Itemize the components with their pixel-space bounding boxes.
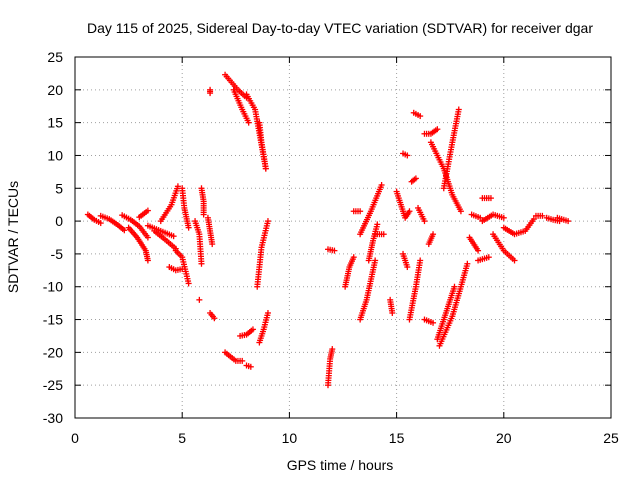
data-point xyxy=(417,257,424,264)
data-point xyxy=(249,326,256,333)
data-point xyxy=(198,260,205,267)
data-point xyxy=(417,113,424,120)
data-point xyxy=(329,346,336,353)
data-point xyxy=(97,220,104,227)
x-tick-label: 0 xyxy=(71,430,79,446)
data-point xyxy=(245,119,252,126)
x-axis-ticks: 0 5 10 15 20 25 xyxy=(71,57,619,446)
data-point xyxy=(211,315,218,322)
y-tick-label: 10 xyxy=(47,147,63,163)
y-tick-label: 15 xyxy=(47,115,63,131)
data-point xyxy=(331,247,338,254)
data-point xyxy=(404,264,411,271)
data-point xyxy=(121,227,128,234)
data-point xyxy=(477,214,484,221)
y-tick-label: -30 xyxy=(43,410,63,426)
data-point xyxy=(209,241,216,248)
y-tick-label: 0 xyxy=(55,213,63,229)
data-point xyxy=(455,106,462,113)
data-point xyxy=(406,208,413,215)
data-point xyxy=(174,183,181,190)
x-tick-label: 5 xyxy=(178,430,186,446)
data-point xyxy=(374,221,381,228)
data-point xyxy=(530,216,537,223)
chart-title: Day 115 of 2025, Sidereal Day-to-day VTE… xyxy=(87,20,593,36)
x-tick-label: 10 xyxy=(282,430,298,446)
y-tick-label: 20 xyxy=(47,82,63,98)
y-axis-ticks: -30 -25 -20 -15 -10 -5 0 5 10 15 20 25 xyxy=(43,49,611,426)
data-point xyxy=(247,363,254,370)
data-point xyxy=(430,231,437,238)
data-point xyxy=(264,218,271,225)
data-point xyxy=(262,165,269,172)
data-point xyxy=(475,247,482,254)
y-tick-label: 25 xyxy=(47,49,63,65)
data-point xyxy=(404,152,411,159)
data-point xyxy=(357,208,364,215)
data-point xyxy=(185,224,192,231)
data-point xyxy=(565,218,572,225)
data-point xyxy=(378,181,385,188)
data-point xyxy=(239,357,246,364)
data-point xyxy=(196,296,203,303)
data-point xyxy=(434,126,441,133)
x-axis-label: GPS time / hours xyxy=(287,457,394,473)
y-tick-label: -25 xyxy=(43,377,63,393)
x-tick-label: 20 xyxy=(496,430,512,446)
data-point xyxy=(144,234,151,241)
data-point xyxy=(412,175,419,182)
data-point xyxy=(185,280,192,287)
y-tick-label: -15 xyxy=(43,312,63,328)
data-point xyxy=(464,260,471,267)
data-point xyxy=(487,195,494,202)
data-point xyxy=(430,319,437,326)
x-tick-label: 25 xyxy=(603,430,619,446)
data-point xyxy=(144,207,151,214)
data-point xyxy=(500,214,507,221)
data-point xyxy=(350,254,357,261)
y-tick-label: -10 xyxy=(43,279,63,295)
x-tick-label: 15 xyxy=(389,430,405,446)
data-point xyxy=(485,254,492,261)
data-point xyxy=(539,212,546,219)
y-tick-label: -5 xyxy=(51,246,64,262)
data-point xyxy=(144,257,151,264)
y-tick-label: -20 xyxy=(43,344,63,360)
y-tick-label: 5 xyxy=(55,180,63,196)
data-point xyxy=(207,90,214,97)
data-point xyxy=(200,211,207,218)
plot-frame xyxy=(74,56,612,419)
data-point xyxy=(170,233,177,240)
data-point xyxy=(421,218,428,225)
data-points xyxy=(84,71,572,389)
y-axis-label: SDTVAR / TECUs xyxy=(5,181,21,293)
data-point xyxy=(451,283,458,290)
data-point xyxy=(380,231,387,238)
data-point xyxy=(389,309,396,316)
data-point xyxy=(457,208,464,215)
data-point xyxy=(264,309,271,316)
data-point xyxy=(511,257,518,264)
data-point xyxy=(372,257,379,264)
grid-lines xyxy=(75,57,611,418)
